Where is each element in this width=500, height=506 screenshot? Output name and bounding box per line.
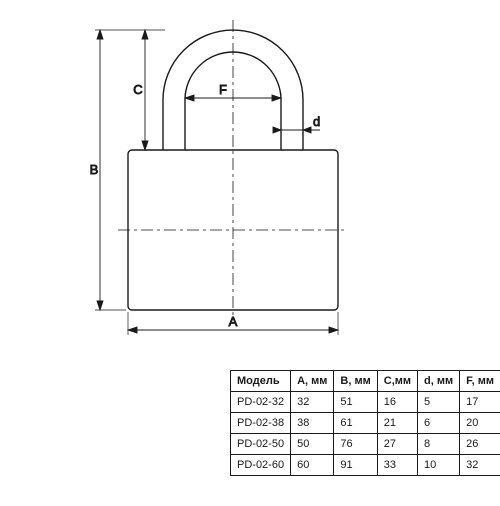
table-cell: 38 xyxy=(291,413,334,434)
dim-label-B: B xyxy=(90,162,99,177)
table-cell: 50 xyxy=(291,434,334,455)
table-cell: 10 xyxy=(418,455,460,476)
table-row: PD-02-606091331032 xyxy=(231,455,500,476)
table-cell: 5 xyxy=(418,392,460,413)
col-header: d, мм xyxy=(418,371,460,392)
dim-label-d: d xyxy=(313,114,320,129)
table-cell: 26 xyxy=(460,434,500,455)
table-cell: 76 xyxy=(334,434,377,455)
col-header: A, мм xyxy=(291,371,334,392)
table-header-row: МодельA, ммB, ммC,ммd, ммF, мм xyxy=(231,371,500,392)
table-body: PD-02-32325116517PD-02-38386121620PD-02-… xyxy=(231,392,500,476)
table-row: PD-02-38386121620 xyxy=(231,413,500,434)
table-cell: 51 xyxy=(334,392,377,413)
col-header: Модель xyxy=(231,371,291,392)
col-header: C,мм xyxy=(377,371,417,392)
table-cell: 16 xyxy=(377,392,417,413)
table-row: PD-02-32325116517 xyxy=(231,392,500,413)
table-cell: PD-02-38 xyxy=(231,413,291,434)
table-cell: 32 xyxy=(460,455,500,476)
table-cell: 27 xyxy=(377,434,417,455)
table-cell: 33 xyxy=(377,455,417,476)
dim-label-C: C xyxy=(133,82,142,97)
col-header: F, мм xyxy=(460,371,500,392)
spec-table-container: МодельA, ммB, ммC,ммd, ммF, мм PD-02-323… xyxy=(230,370,500,476)
table-cell: 61 xyxy=(334,413,377,434)
table-cell: PD-02-32 xyxy=(231,392,291,413)
padlock-diagram: A B C F d xyxy=(0,0,500,340)
table-cell: 17 xyxy=(460,392,500,413)
table-cell: 91 xyxy=(334,455,377,476)
spec-table: МодельA, ммB, ммC,ммd, ммF, мм PD-02-323… xyxy=(230,370,500,476)
table-cell: 32 xyxy=(291,392,334,413)
table-cell: 60 xyxy=(291,455,334,476)
dim-label-F: F xyxy=(219,82,227,97)
table-cell: 6 xyxy=(418,413,460,434)
table-cell: PD-02-50 xyxy=(231,434,291,455)
col-header: B, мм xyxy=(334,371,377,392)
table-cell: PD-02-60 xyxy=(231,455,291,476)
table-cell: 21 xyxy=(377,413,417,434)
dim-label-A: A xyxy=(229,314,238,329)
table-cell: 8 xyxy=(418,434,460,455)
table-row: PD-02-50507627826 xyxy=(231,434,500,455)
table-cell: 20 xyxy=(460,413,500,434)
